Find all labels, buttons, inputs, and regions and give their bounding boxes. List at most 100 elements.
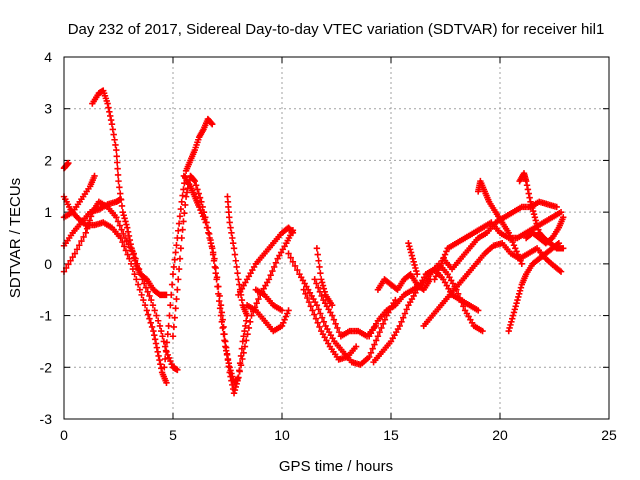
data-point [218, 309, 226, 316]
data-point [134, 281, 142, 288]
data-point [320, 285, 328, 292]
data-point [225, 359, 233, 367]
data-point [168, 360, 175, 368]
data-point [131, 257, 139, 264]
data-point [512, 245, 519, 252]
data-point [294, 266, 301, 274]
data-point [221, 337, 228, 344]
data-point [201, 216, 208, 223]
data-point [208, 119, 215, 127]
data-point [112, 141, 119, 149]
data-point [334, 324, 341, 332]
data-point [175, 227, 182, 234]
data-point [509, 238, 516, 246]
data-point [195, 203, 203, 211]
data-point [280, 319, 287, 327]
data-point [207, 239, 215, 247]
data-point [513, 299, 520, 307]
data-point [69, 253, 76, 261]
data-point [517, 284, 525, 291]
data-point [198, 198, 205, 205]
data-point [479, 327, 486, 335]
data-point [228, 370, 235, 377]
data-point [311, 311, 318, 318]
data-point [177, 245, 185, 252]
data-point [435, 266, 442, 274]
data-point [309, 307, 316, 314]
data-point [136, 286, 144, 293]
x-tick-label: 0 [60, 427, 68, 443]
data-point [352, 343, 360, 350]
data-point [124, 251, 131, 258]
data-point [120, 212, 127, 219]
data-point [124, 228, 132, 235]
data-point [178, 234, 185, 242]
data-point [396, 322, 403, 330]
data-point [107, 116, 115, 124]
data-point [141, 302, 149, 309]
data-point [285, 307, 292, 314]
data-point [233, 263, 240, 271]
data-point [284, 310, 291, 317]
data-point [317, 269, 324, 277]
data-point [217, 312, 225, 319]
data-point [232, 383, 239, 391]
data-point [80, 233, 87, 241]
data-point [156, 322, 164, 330]
data-point [529, 207, 537, 215]
data-point [171, 256, 178, 263]
data-point [179, 192, 186, 199]
data-point [240, 333, 247, 340]
data-point [523, 182, 531, 189]
data-point [169, 271, 177, 278]
data-point [140, 296, 147, 304]
data-point [181, 209, 188, 217]
data-point [328, 302, 336, 309]
data-point [162, 347, 170, 354]
series-sat-track-11 [235, 224, 297, 299]
data-point [167, 357, 174, 365]
y-tick-label: -1 [40, 308, 53, 324]
y-tick-label: 3 [44, 101, 52, 117]
data-point [313, 302, 321, 309]
x-tick-label: 10 [274, 427, 290, 443]
data-point [117, 234, 124, 242]
data-point [142, 284, 150, 291]
data-point [509, 315, 516, 322]
data-point [517, 257, 524, 264]
data-point [335, 328, 343, 336]
data-point [441, 251, 449, 258]
data-point [111, 136, 118, 143]
data-point [319, 282, 327, 289]
data-point [238, 296, 246, 304]
data-point [374, 333, 382, 340]
data-point [318, 292, 325, 300]
data-point [403, 306, 410, 313]
data-point [553, 203, 560, 211]
data-point [151, 336, 159, 343]
data-point [320, 318, 328, 325]
data-point [219, 324, 226, 332]
data-point [65, 261, 72, 268]
data-point [406, 246, 414, 253]
data-point [222, 343, 229, 350]
data-point [289, 258, 297, 265]
data-point [151, 332, 158, 339]
data-point [175, 276, 182, 283]
data-point [170, 323, 178, 331]
data-point [209, 245, 216, 252]
x-tick-label: 5 [169, 427, 177, 443]
y-tick-label: 0 [44, 256, 52, 272]
data-point [190, 176, 198, 184]
data-point [242, 322, 249, 330]
data-point [524, 186, 532, 193]
data-point [228, 229, 235, 237]
data-point [138, 291, 145, 299]
data-point [240, 349, 247, 357]
data-point [159, 333, 166, 340]
data-point [328, 312, 336, 319]
data-point [180, 186, 187, 193]
data-point [230, 389, 238, 397]
data-point [110, 131, 117, 138]
